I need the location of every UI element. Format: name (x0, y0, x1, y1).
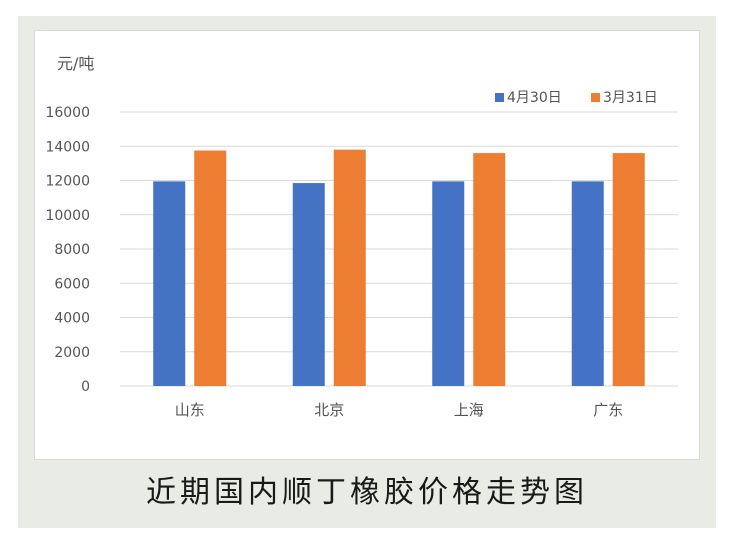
figure-caption: 近期国内顺丁橡胶价格走势图 (146, 475, 588, 510)
bar-series2-0 (194, 150, 227, 386)
legend-label: 4月30日 (507, 90, 562, 106)
bar-series1-2 (432, 181, 465, 386)
x-category-labels: 山东 北京 上海 广东 (175, 401, 624, 419)
y-tick-label: 4000 (54, 311, 90, 327)
y-tick-label: 12000 (45, 174, 90, 190)
legend: 4月30日 3月31日 (495, 90, 658, 106)
x-category-label: 北京 (314, 401, 344, 419)
y-tick-label: 8000 (54, 242, 90, 258)
legend-swatch (591, 93, 600, 102)
y-tick-label: 0 (81, 379, 90, 395)
bar-series1-0 (153, 181, 186, 386)
y-tick-label: 16000 (45, 105, 90, 121)
x-category-label: 山东 (175, 401, 205, 419)
bar-series1-3 (571, 181, 604, 386)
legend-swatch (495, 93, 504, 102)
bar-chart: 元/吨 0 2000 4000 6000 8000 10000 12000 14000 1600… (45, 54, 678, 419)
chart-area: 元/吨 0 2000 4000 6000 8000 10000 12000 14000 1600… (34, 30, 700, 460)
bars (153, 149, 645, 386)
figure-frame: 元/吨 0 2000 4000 6000 8000 10000 12000 14000 1600… (18, 16, 716, 528)
y-tick-label: 2000 (54, 345, 90, 361)
y-tick-label: 14000 (45, 139, 90, 155)
bar-series1-1 (292, 183, 325, 386)
y-unit-label: 元/吨 (57, 54, 94, 73)
x-category-label: 上海 (454, 401, 484, 419)
x-category-label: 广东 (593, 401, 623, 419)
y-tick-label: 10000 (45, 208, 90, 224)
bar-series2-1 (333, 149, 366, 386)
y-tick-labels: 0 2000 4000 6000 8000 10000 12000 14000 16000 (45, 105, 90, 395)
y-tick-label: 6000 (54, 276, 90, 292)
bar-series2-3 (612, 153, 645, 386)
legend-label: 3月31日 (603, 90, 658, 106)
bar-series2-2 (473, 153, 506, 386)
